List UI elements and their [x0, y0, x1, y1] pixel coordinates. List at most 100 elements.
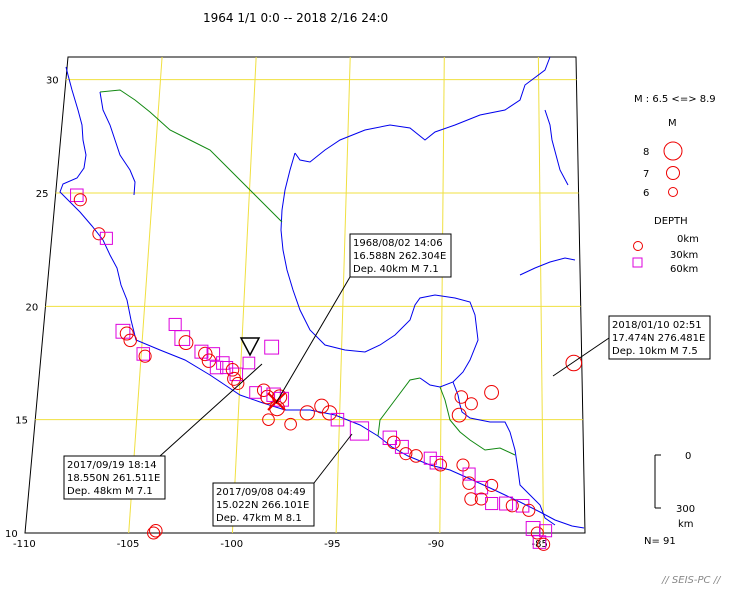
deep-event-marker [220, 360, 234, 375]
meridian-line [439, 56, 445, 534]
gulf-of-mexico-coast [294, 56, 551, 163]
deep-event-marker [168, 317, 182, 332]
callout-line: 16.588N 262.304E [353, 251, 446, 262]
shallow-event-marker [433, 458, 447, 472]
deep-event-marker [70, 188, 84, 203]
lon-tick-label: -95 [324, 539, 340, 550]
shallow-event-marker [225, 363, 240, 377]
shallow-event-marker [231, 376, 245, 390]
legend-mag-8-circle [663, 141, 683, 161]
pacific-coastline [59, 66, 585, 529]
deep-event-marker [330, 412, 345, 427]
deep-event-marker [136, 347, 151, 361]
legend-mag-6-circle [668, 187, 678, 197]
deep-event-marker [216, 356, 230, 370]
callout-c1968: 1968/08/02 14:06 16.588N 262.304E Dep. 40k… [275, 233, 452, 404]
lat-tick-label: 30 [46, 76, 59, 87]
shallow-event-marker [409, 449, 423, 463]
legend-depth-60-square [632, 257, 643, 268]
shallow-event-marker [256, 383, 271, 397]
deep-event-marker [99, 231, 113, 245]
magnitude-header: M [668, 118, 677, 129]
period-title: 1964 1/1 0:0 -- 2018 2/16 24:0 [203, 11, 388, 25]
deep-event-marker [206, 347, 221, 361]
guatemala-border [377, 377, 421, 437]
shallow-event-marker [399, 447, 413, 461]
callout-box [63, 455, 166, 500]
deep-event-marker [194, 344, 209, 359]
deep-event-marker [499, 496, 514, 511]
shallow-event-marker [451, 407, 467, 423]
map-frame [24, 56, 586, 534]
shallow-event-marker [123, 333, 137, 348]
callout-line: Dep. 40km M 7.1 [353, 264, 439, 275]
callout-line: 15.022N 266.101E [216, 500, 309, 511]
shallow-event-marker [522, 503, 536, 517]
deep-event-marker [485, 496, 499, 511]
deep-event-marker [462, 467, 476, 481]
callout-line: Dep. 47km M 8.1 [216, 513, 302, 524]
depth-scale-top: 0 [685, 451, 691, 462]
shallow-event-marker [387, 435, 401, 450]
shallow-event-marker [201, 353, 217, 368]
shallow-event-marker [454, 390, 469, 404]
callout-line: 2017/09/08 04:49 [216, 487, 306, 498]
shallow-event-marker [149, 523, 163, 538]
callout-leader [313, 433, 353, 484]
callout-line: 1968/08/02 14:06 [353, 238, 443, 249]
borders [99, 89, 516, 456]
florida-coast [544, 109, 569, 186]
depth-scale-bar [654, 454, 661, 509]
callout-leader [552, 337, 610, 377]
deep-event-marker [115, 323, 131, 339]
callout-line: Dep. 48km M 7.1 [67, 486, 153, 497]
shallow-event-marker [464, 492, 478, 506]
depth-header: DEPTH [654, 216, 688, 227]
gulf-of-california-coast [99, 91, 136, 196]
meridian-line [335, 56, 351, 534]
callout-c2018: 2018/01/10 02:51 17.474N 276.481E Dep. 10k… [552, 315, 711, 377]
callout-leader [275, 276, 351, 404]
callout-line: 2018/01/10 02:51 [612, 320, 702, 331]
deep-event-marker [229, 367, 244, 382]
shallow-event-marker [537, 537, 551, 551]
deep-event-marker [249, 386, 262, 399]
shallow-event-marker [178, 335, 194, 351]
magnitude-range: M : 6.5 <=> 8.9 [634, 94, 716, 105]
event-callouts: 1968/08/02 14:06 16.588N 262.304E Dep. 40k… [63, 233, 711, 527]
coastline [59, 56, 585, 529]
deep-event-marker [539, 524, 553, 538]
legend-depth-60: 60km [670, 264, 698, 275]
shallow-event-marker [485, 478, 499, 492]
shallow-event-marker [284, 417, 297, 431]
lat-tick-label: 15 [15, 416, 28, 427]
belize-border [439, 386, 516, 456]
deep-event-marker [382, 430, 398, 446]
lat-tick-label: 25 [36, 189, 49, 200]
lon-tick-label: -110 [13, 539, 36, 550]
callout-line: 17.474N 276.481E [612, 333, 705, 344]
shallow-event-marker [299, 405, 315, 421]
shallow-event-marker [565, 354, 583, 372]
lat-tick-label: 10 [5, 529, 18, 540]
shallow-event-marker [474, 492, 488, 506]
callout-line: Dep. 10km M 7.5 [612, 346, 698, 357]
callout-line: 18.550N 261.511E [67, 473, 160, 484]
shallow-event-marker [227, 371, 242, 386]
deep-event-marker [242, 356, 256, 370]
lon-tick-label: -105 [117, 539, 140, 550]
callout-line: 2017/09/19 18:14 [67, 460, 157, 471]
meridian-line [128, 56, 163, 534]
shallow-event-marker [147, 526, 161, 540]
lon-tick-label: -85 [532, 539, 548, 550]
legend-mag-7-label: 7 [643, 169, 649, 180]
cuba-coast [519, 257, 576, 276]
meridian-line [537, 56, 545, 534]
event-count: N= 91 [644, 536, 676, 547]
legend-mag-8-label: 8 [643, 147, 649, 158]
callout-leader [159, 363, 263, 457]
legend-depth-30: 30km [670, 250, 698, 261]
callout-c2017a: 2017/09/19 18:14 18.550N 261.511E Dep. 48k… [63, 363, 263, 500]
depth-scale-unit: km [678, 519, 694, 530]
